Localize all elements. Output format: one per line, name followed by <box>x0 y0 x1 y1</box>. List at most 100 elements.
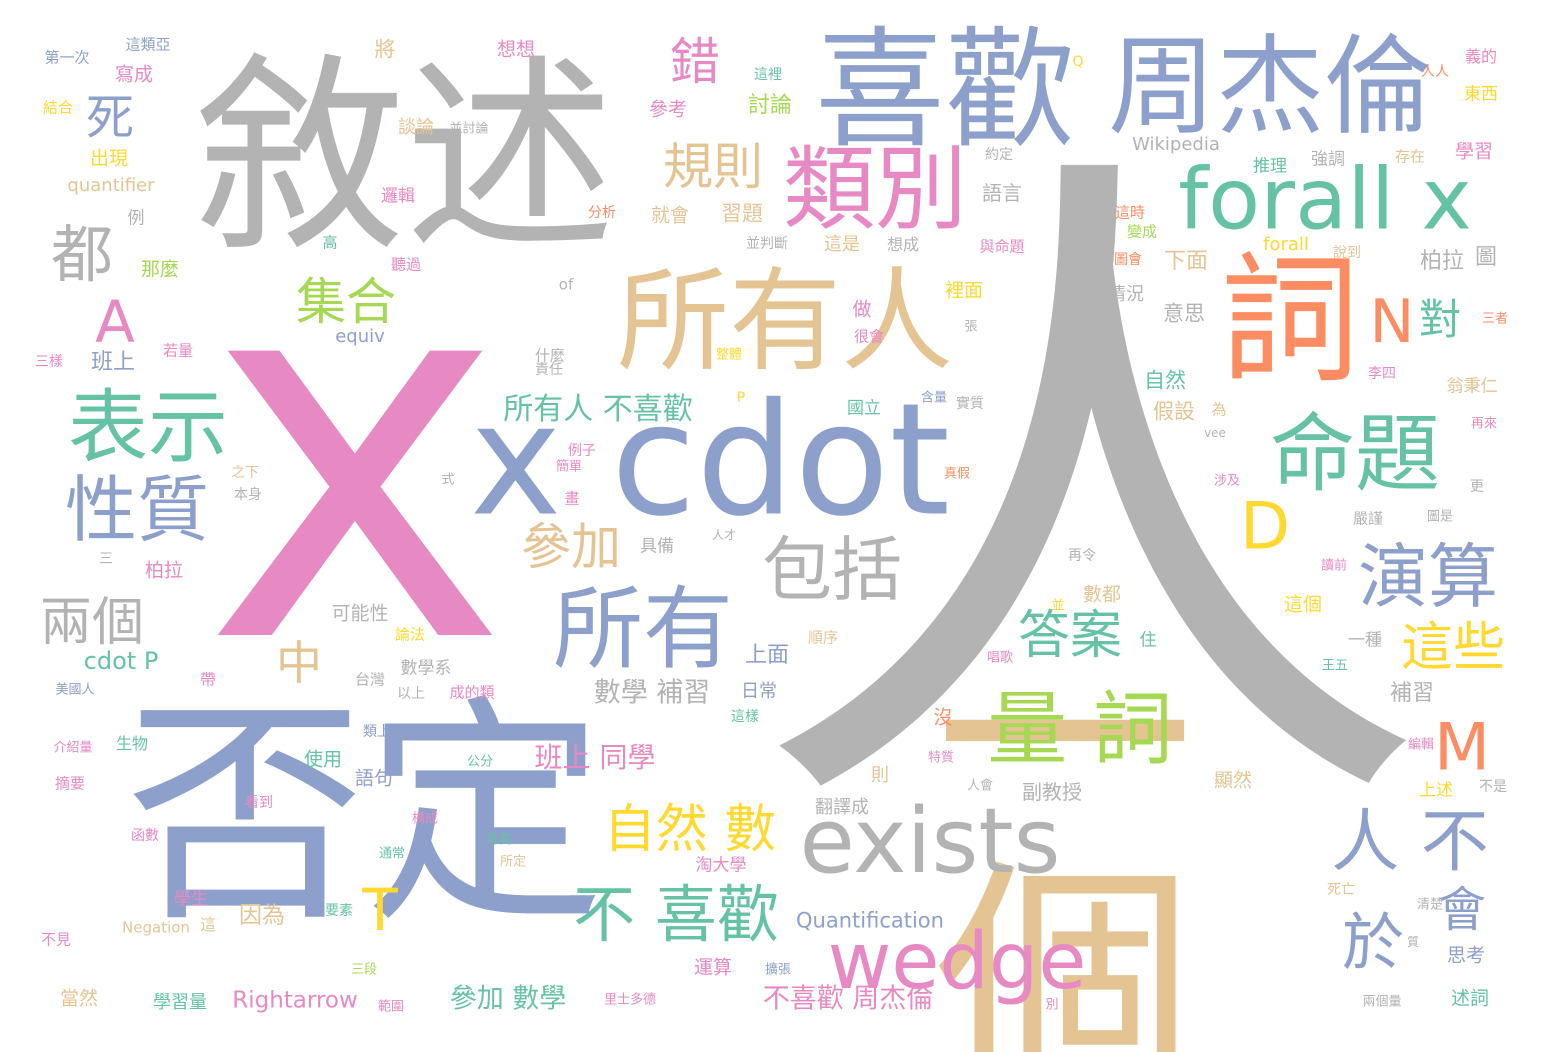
word-118: 假設 <box>1153 399 1195 424</box>
word-79: 義的 <box>1464 47 1498 66</box>
word-51: quantifier <box>67 175 155 196</box>
word-172: 上述 <box>1419 780 1453 801</box>
word-104: 張 <box>964 319 978 335</box>
word-148: 台灣 <box>354 670 386 689</box>
word-132: 具備 <box>640 536 674 557</box>
word-121: 例子 <box>568 443 596 459</box>
word-15: 所有 <box>553 577 733 682</box>
word-110: 班上 <box>90 350 136 375</box>
word-191: 擴張 <box>764 962 792 978</box>
word-75: 強調 <box>1311 149 1345 170</box>
word-98: 那麼 <box>140 258 180 281</box>
word-158: 沒 <box>933 706 953 729</box>
word-137: 可能性 <box>331 602 389 625</box>
word-199: 兩個量 <box>1362 994 1402 1010</box>
word-54: Negation <box>122 918 190 937</box>
word-146: 上面 <box>744 643 790 668</box>
word-117: 實質 <box>956 396 984 412</box>
word-171: 顯然 <box>1213 769 1253 792</box>
word-94: 柏拉 <box>1419 249 1465 274</box>
word-29: 不 喜歡 <box>573 878 779 951</box>
word-196: 範圍 <box>377 999 405 1015</box>
word-157: 補習 <box>1389 681 1435 706</box>
word-128: 圖是 <box>1426 509 1454 525</box>
word-41: T <box>362 876 398 944</box>
word-64: 例 <box>127 208 145 229</box>
word-190: 運算 <box>693 956 733 979</box>
word-135: 讀前 <box>1320 558 1348 574</box>
word-3: 否定 <box>124 675 606 955</box>
word-36: 兩個 <box>39 593 145 653</box>
word-70: 談論 <box>398 117 434 138</box>
word-48: cdot P <box>83 647 159 675</box>
word-45: 不喜歡 周杰倫 <box>762 983 934 1015</box>
word-163: 使用 <box>303 748 343 771</box>
word-101: 意思 <box>1163 301 1205 326</box>
word-161: 類上 <box>363 724 391 740</box>
word-153: 美國人 <box>55 682 95 698</box>
word-42: 所有人 不喜歡 <box>503 392 693 427</box>
word-0: 人 <box>750 104 1430 895</box>
word-19: 性質 <box>64 468 210 552</box>
word-139: 數都 <box>1082 583 1122 606</box>
word-114: 翁秉仁 <box>1446 376 1498 397</box>
word-17: 包括 <box>762 529 902 611</box>
word-187: 清楚 <box>1416 897 1444 913</box>
word-47: Rightarrow <box>232 987 358 1014</box>
word-38: 對 <box>1418 295 1462 344</box>
word-43: 班上 同學 <box>534 741 656 774</box>
word-123: 式 <box>441 472 455 488</box>
word-174: 函數 <box>131 828 159 844</box>
word-16: 量 詞 <box>987 683 1173 776</box>
word-50: Wikipedia <box>1132 134 1220 155</box>
word-23: D <box>1239 489 1291 565</box>
word-122: 簡單 <box>555 459 583 475</box>
word-14: 表示 <box>68 381 228 474</box>
word-93: 說到 <box>1333 245 1361 261</box>
word-65: 將 <box>374 37 396 62</box>
word-108: 三樣 <box>35 354 63 370</box>
word-116: 含量 <box>920 390 948 406</box>
word-27: 於 <box>1341 906 1405 979</box>
word-136: 柏拉 <box>144 559 184 582</box>
word-40: 中 <box>276 636 322 690</box>
word-26: 人 不 <box>1331 803 1489 882</box>
word-109: 若量 <box>162 341 194 360</box>
word-195: 學習量 <box>153 992 207 1013</box>
word-180: 所定 <box>499 854 527 870</box>
word-95: 圖 <box>1474 245 1498 270</box>
word-184: 因為 <box>239 902 285 929</box>
word-13: exists <box>799 789 1061 894</box>
word-68: 這裡 <box>754 67 782 83</box>
word-67: 參考 <box>648 98 688 121</box>
word-173: 不是 <box>1479 779 1507 795</box>
word-61: 寫成 <box>114 63 154 86</box>
word-177: 翻譯成 <box>815 797 869 818</box>
word-78: 人人 <box>1421 64 1449 80</box>
word-111: 責任 <box>535 362 563 378</box>
word-99: 裡面 <box>944 279 984 302</box>
word-58: P <box>736 390 746 406</box>
word-33: 參加 <box>521 518 621 576</box>
word-9: 詞 <box>1219 240 1361 403</box>
word-84: 習題 <box>721 201 763 226</box>
word-124: 之下 <box>231 465 259 481</box>
word-120: 再來 <box>1470 416 1498 432</box>
word-34: 規則 <box>663 138 763 196</box>
word-25: M <box>1433 710 1491 786</box>
word-178: 通常 <box>378 846 406 862</box>
word-11: 類別 <box>782 136 968 243</box>
word-10: forall x <box>1178 150 1472 250</box>
word-164: 公分 <box>466 754 494 770</box>
word-166: 特質 <box>927 750 955 766</box>
word-112: 自然 <box>1144 368 1186 393</box>
word-96: 高 <box>322 233 338 252</box>
word-147: 唱歌 <box>986 650 1014 666</box>
word-141: 這個 <box>1283 593 1323 616</box>
word-119: 為 <box>1211 400 1227 419</box>
word-183: 學生 <box>174 889 208 910</box>
word-72: 約定 <box>985 147 1013 163</box>
word-7: x cdot <box>469 369 951 551</box>
word-160: 生物 <box>115 734 149 753</box>
